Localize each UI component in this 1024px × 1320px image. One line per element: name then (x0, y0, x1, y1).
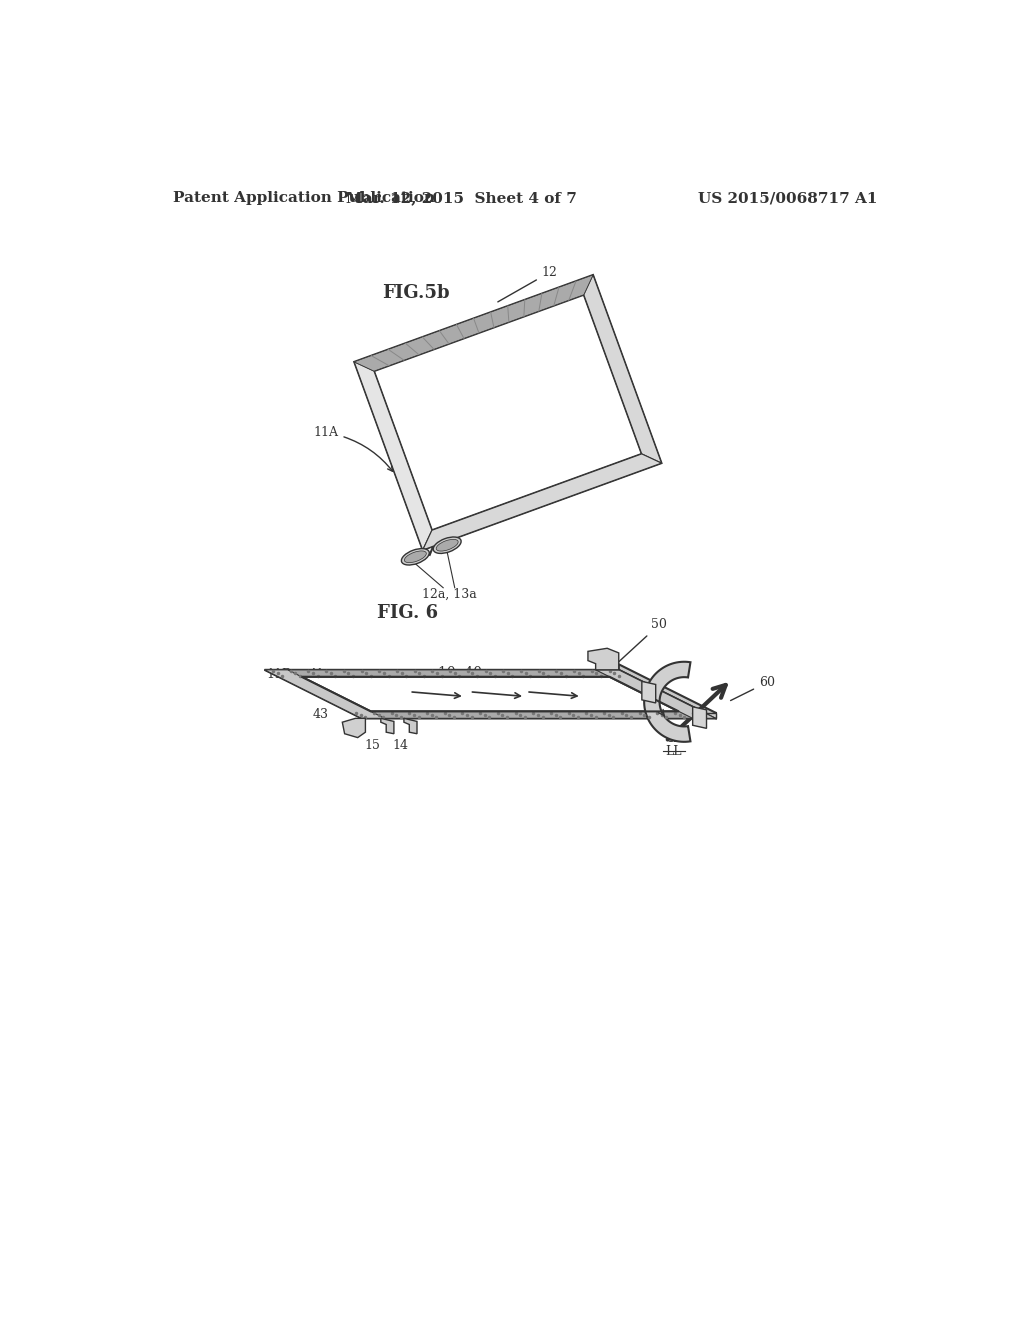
Polygon shape (588, 648, 618, 669)
Polygon shape (354, 275, 662, 550)
Text: 10, 40: 10, 40 (438, 665, 482, 680)
Polygon shape (618, 664, 716, 718)
Polygon shape (354, 362, 432, 550)
Text: 11B: 11B (266, 668, 292, 681)
Text: US 2015/0068717 A1: US 2015/0068717 A1 (698, 191, 878, 206)
Text: 60: 60 (730, 676, 775, 701)
Polygon shape (354, 275, 593, 371)
Text: 50: 50 (610, 618, 667, 669)
Text: 41: 41 (308, 668, 325, 681)
Polygon shape (348, 711, 716, 718)
Ellipse shape (401, 549, 429, 565)
Polygon shape (301, 677, 679, 711)
Text: LL: LL (666, 746, 682, 758)
Polygon shape (596, 669, 716, 718)
Polygon shape (381, 718, 394, 734)
Ellipse shape (404, 550, 426, 562)
Text: Mar. 12, 2015  Sheet 4 of 7: Mar. 12, 2015 Sheet 4 of 7 (346, 191, 578, 206)
Text: 12: 12 (498, 265, 557, 302)
Polygon shape (342, 718, 366, 738)
Text: 15: 15 (365, 739, 381, 752)
Text: 43: 43 (312, 708, 329, 721)
Text: 42: 42 (666, 733, 681, 746)
Polygon shape (403, 718, 417, 734)
Polygon shape (361, 713, 716, 718)
Ellipse shape (433, 537, 461, 553)
Text: Patent Application Publication: Patent Application Publication (173, 191, 435, 206)
Polygon shape (264, 669, 633, 677)
Polygon shape (264, 669, 385, 718)
Polygon shape (374, 294, 642, 531)
Text: 12a, 13a: 12a, 13a (422, 587, 476, 601)
Polygon shape (642, 681, 655, 704)
Text: 11A: 11A (313, 426, 392, 471)
Text: 14: 14 (392, 739, 409, 752)
Polygon shape (423, 454, 662, 550)
Polygon shape (264, 669, 716, 718)
Polygon shape (361, 713, 716, 718)
Text: FIG. 6: FIG. 6 (377, 603, 438, 622)
Polygon shape (644, 661, 690, 742)
Polygon shape (584, 275, 662, 463)
Polygon shape (692, 706, 707, 729)
Text: FIG.5b: FIG.5b (382, 284, 450, 302)
Ellipse shape (436, 540, 458, 550)
